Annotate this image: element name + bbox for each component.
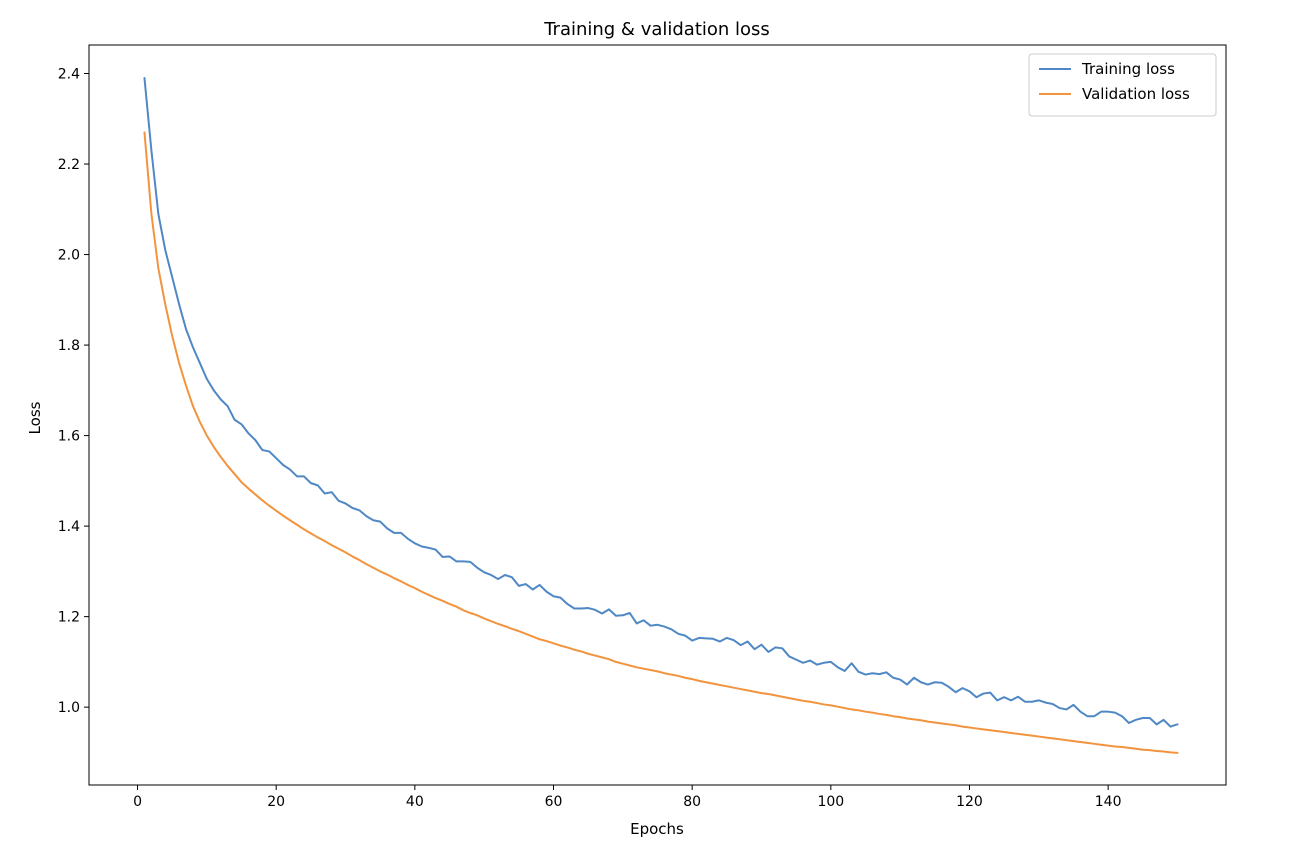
- y-tick-label: 1.0: [58, 700, 80, 716]
- x-tick-label: 140: [1095, 794, 1122, 810]
- y-tick-label: 2.0: [58, 248, 80, 264]
- x-tick-label: 80: [683, 794, 701, 810]
- x-tick-label: 40: [406, 794, 424, 810]
- series-line-training-loss: [143, 77, 1179, 728]
- legend-label-validation-loss: Validation loss: [1082, 85, 1190, 103]
- y-tick-label: 1.4: [58, 519, 80, 535]
- y-tick-label: 2.2: [58, 157, 80, 173]
- y-tick-label: 1.2: [58, 610, 80, 626]
- chart-title: Training & validation loss: [543, 19, 770, 40]
- x-axis-ticks: 0 20 40 60 80 100 120 140: [133, 785, 1122, 810]
- plot-frame: [88, 44, 1227, 786]
- series-layer: [143, 77, 1179, 754]
- x-tick-label: 120: [956, 794, 983, 810]
- legend-box: [1028, 53, 1217, 117]
- series-line-validation-loss: [143, 131, 1179, 754]
- x-tick-label: 60: [545, 794, 563, 810]
- x-tick-label: 100: [817, 794, 844, 810]
- y-tick-label: 1.6: [58, 429, 80, 445]
- x-tick-label: 0: [133, 794, 142, 810]
- y-tick-label: 2.4: [58, 67, 80, 83]
- legend-label-training-loss: Training loss: [1081, 60, 1175, 78]
- y-axis-title: Loss: [26, 401, 44, 434]
- y-tick-label: 1.8: [58, 338, 80, 354]
- x-axis-title: Epochs: [630, 820, 684, 838]
- x-tick-label: 20: [267, 794, 285, 810]
- y-axis-ticks: 1.0 1.2 1.4 1.6 1.8 2.0 2.2 2.4: [58, 67, 89, 716]
- legend: Training loss Validation loss: [1028, 53, 1217, 117]
